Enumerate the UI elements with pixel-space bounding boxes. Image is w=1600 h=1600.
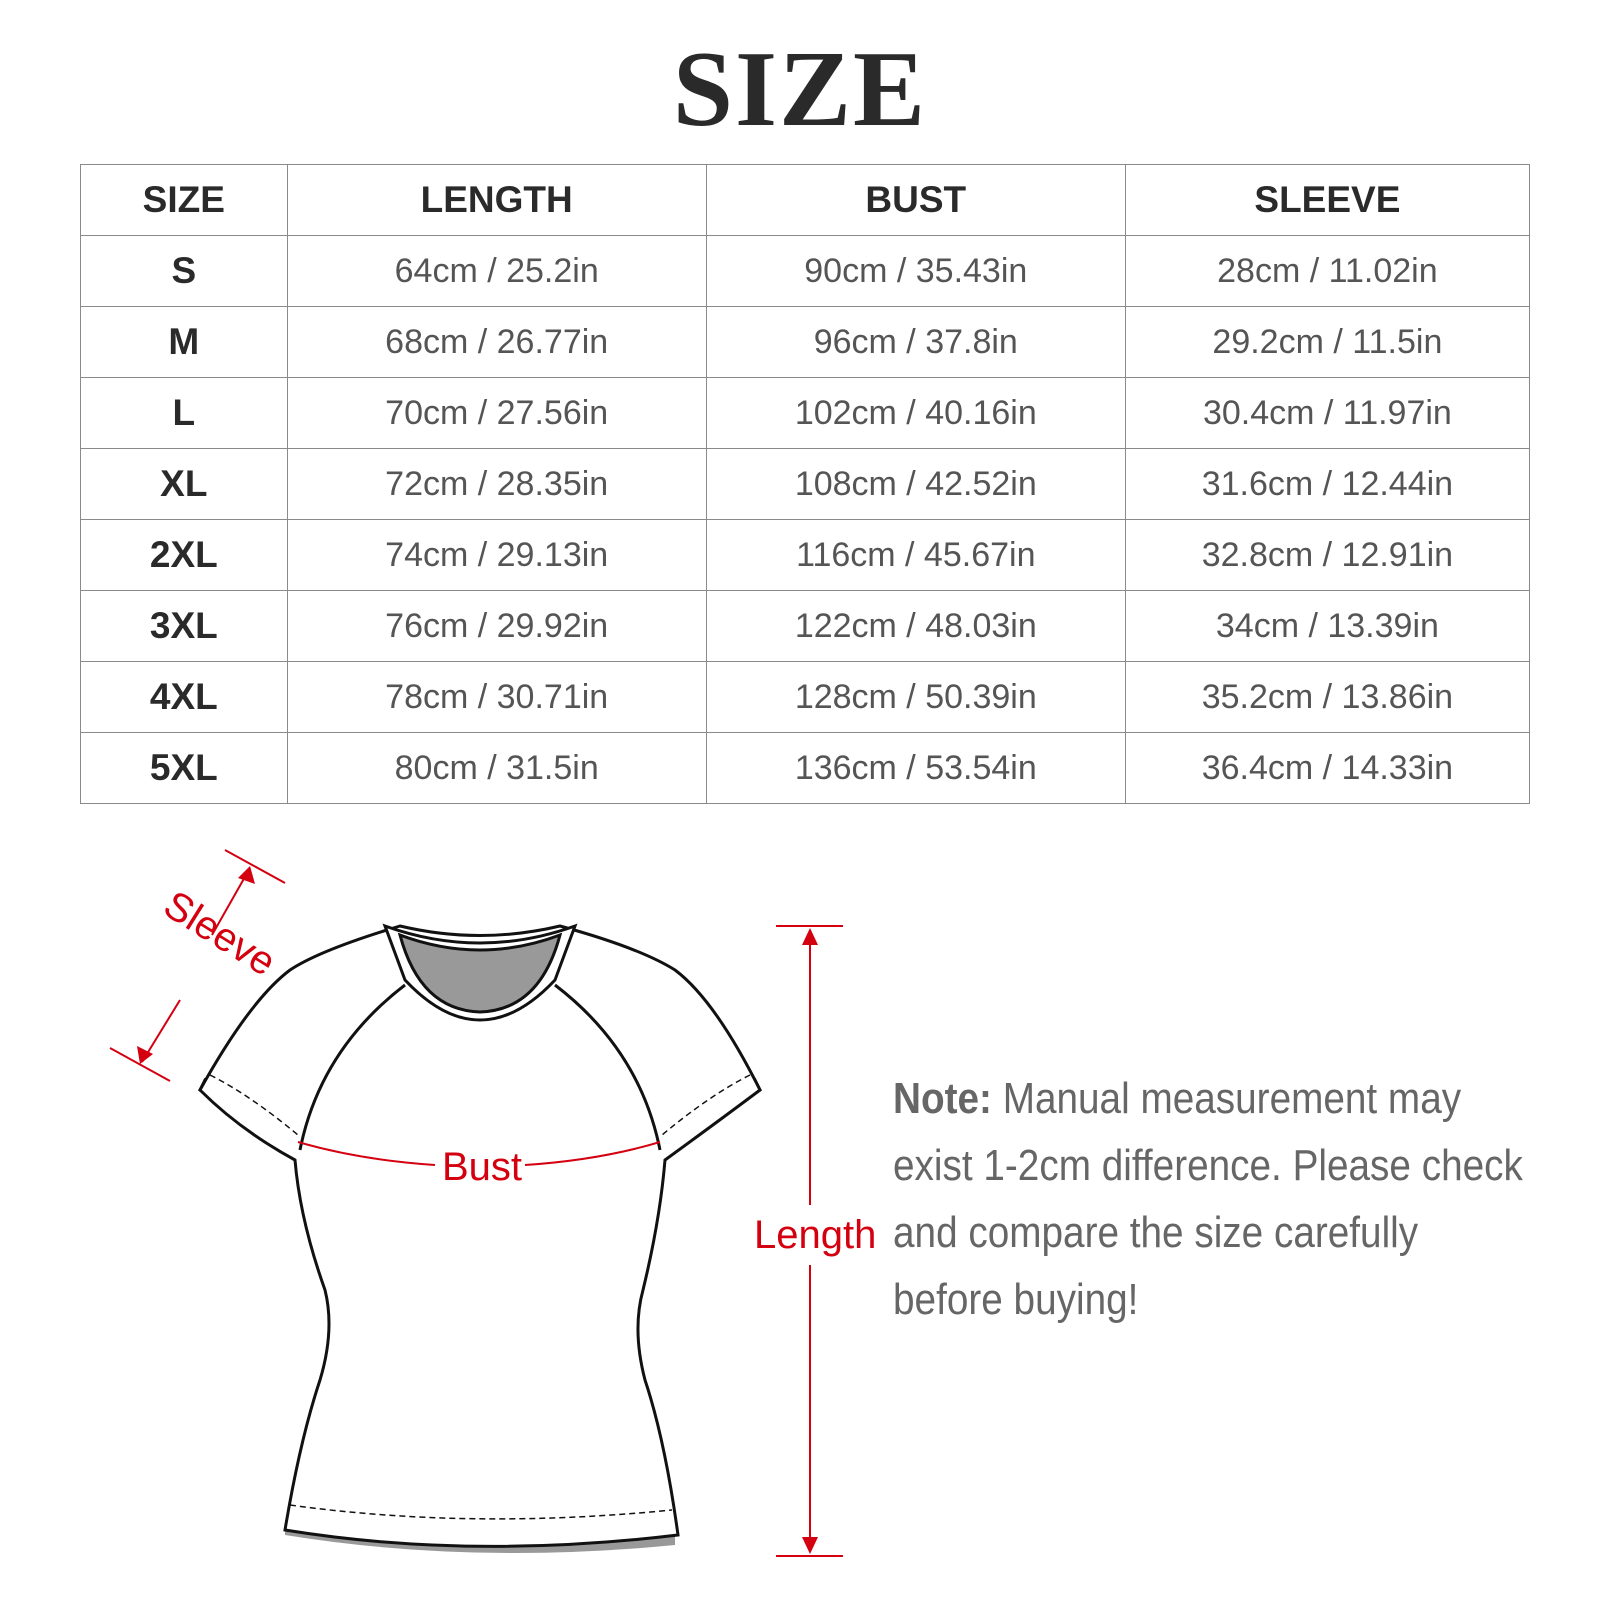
cell-sleeve: 30.4cm / 11.97in	[1124, 377, 1531, 449]
note-text: Note: Manual measurement may exist 1-2cm…	[893, 1065, 1527, 1333]
cell-length: 80cm / 31.5in	[286, 732, 707, 804]
header-sleeve: SLEEVE	[1124, 164, 1531, 236]
cell-bust: 108cm / 42.52in	[705, 448, 1126, 520]
page-title: SIZE	[672, 30, 928, 149]
cell-sleeve: 31.6cm / 12.44in	[1124, 448, 1531, 520]
sleeve-label: Sleeve	[156, 883, 283, 985]
tshirt-illustration	[198, 923, 762, 1553]
table-row: M 68cm / 26.77in 96cm / 37.8in 29.2cm / 11.…	[80, 306, 1531, 378]
table-row: XL 72cm / 28.35in 108cm / 42.52in 31.6cm / …	[80, 448, 1531, 520]
cell-length: 72cm / 28.35in	[286, 448, 707, 520]
cell-length: 70cm / 27.56in	[286, 377, 707, 449]
note-body: Manual measurement may exist 1-2cm diffe…	[893, 1074, 1523, 1324]
cell-length: 74cm / 29.13in	[286, 519, 707, 591]
cell-size: XL	[80, 448, 288, 520]
note-label: Note:	[893, 1074, 992, 1123]
length-measure	[776, 925, 843, 1557]
cell-length: 64cm / 25.2in	[286, 235, 707, 307]
sleeve-measure	[109, 849, 286, 1082]
cell-size: L	[80, 377, 288, 449]
size-table: SIZE LENGTH BUST SLEEVE S 64cm / 25.2in 90…	[80, 164, 1531, 804]
cell-size: 3XL	[80, 590, 288, 662]
cell-sleeve: 32.8cm / 12.91in	[1124, 519, 1531, 591]
header-length: LENGTH	[286, 164, 707, 236]
cell-sleeve: 29.2cm / 11.5in	[1124, 306, 1531, 378]
table-row: S 64cm / 25.2in 90cm / 35.43in 28cm / 11.02…	[80, 235, 1531, 307]
cell-bust: 122cm / 48.03in	[705, 590, 1126, 662]
header-size: SIZE	[80, 164, 288, 236]
cell-size: 5XL	[80, 732, 288, 804]
cell-size: M	[80, 306, 288, 378]
tshirt-diagram: Sleeve Bust Length	[109, 849, 876, 1557]
table-row: 3XL 76cm / 29.92in 122cm / 48.03in 34cm / 1…	[80, 590, 1531, 662]
cell-bust: 96cm / 37.8in	[705, 306, 1126, 378]
table-row: 4XL 78cm / 30.71in 128cm / 50.39in 35.2cm /…	[80, 661, 1531, 733]
cell-sleeve: 36.4cm / 14.33in	[1124, 732, 1531, 804]
cell-length: 76cm / 29.92in	[286, 590, 707, 662]
cell-size: 4XL	[80, 661, 288, 733]
cell-bust: 128cm / 50.39in	[705, 661, 1126, 733]
cell-length: 78cm / 30.71in	[286, 661, 707, 733]
header-bust: BUST	[705, 164, 1126, 236]
table-row: L 70cm / 27.56in 102cm / 40.16in 30.4cm / 1…	[80, 377, 1531, 449]
cell-bust: 102cm / 40.16in	[705, 377, 1126, 449]
cell-sleeve: 28cm / 11.02in	[1124, 235, 1531, 307]
cell-bust: 90cm / 35.43in	[705, 235, 1126, 307]
cell-size: 2XL	[80, 519, 288, 591]
cell-bust: 116cm / 45.67in	[705, 519, 1126, 591]
cell-sleeve: 35.2cm / 13.86in	[1124, 661, 1531, 733]
length-label: Length	[754, 1213, 876, 1257]
table-header-row: SIZE LENGTH BUST SLEEVE	[80, 164, 1531, 236]
cell-sleeve: 34cm / 13.39in	[1124, 590, 1531, 662]
cell-bust: 136cm / 53.54in	[705, 732, 1126, 804]
table-row: 5XL 80cm / 31.5in 136cm / 53.54in 36.4cm / …	[80, 732, 1531, 804]
bust-label: Bust	[442, 1145, 522, 1189]
cell-size: S	[80, 235, 288, 307]
table-row: 2XL 74cm / 29.13in 116cm / 45.67in 32.8cm /…	[80, 519, 1531, 591]
cell-length: 68cm / 26.77in	[286, 306, 707, 378]
bust-measure	[297, 1141, 661, 1166]
